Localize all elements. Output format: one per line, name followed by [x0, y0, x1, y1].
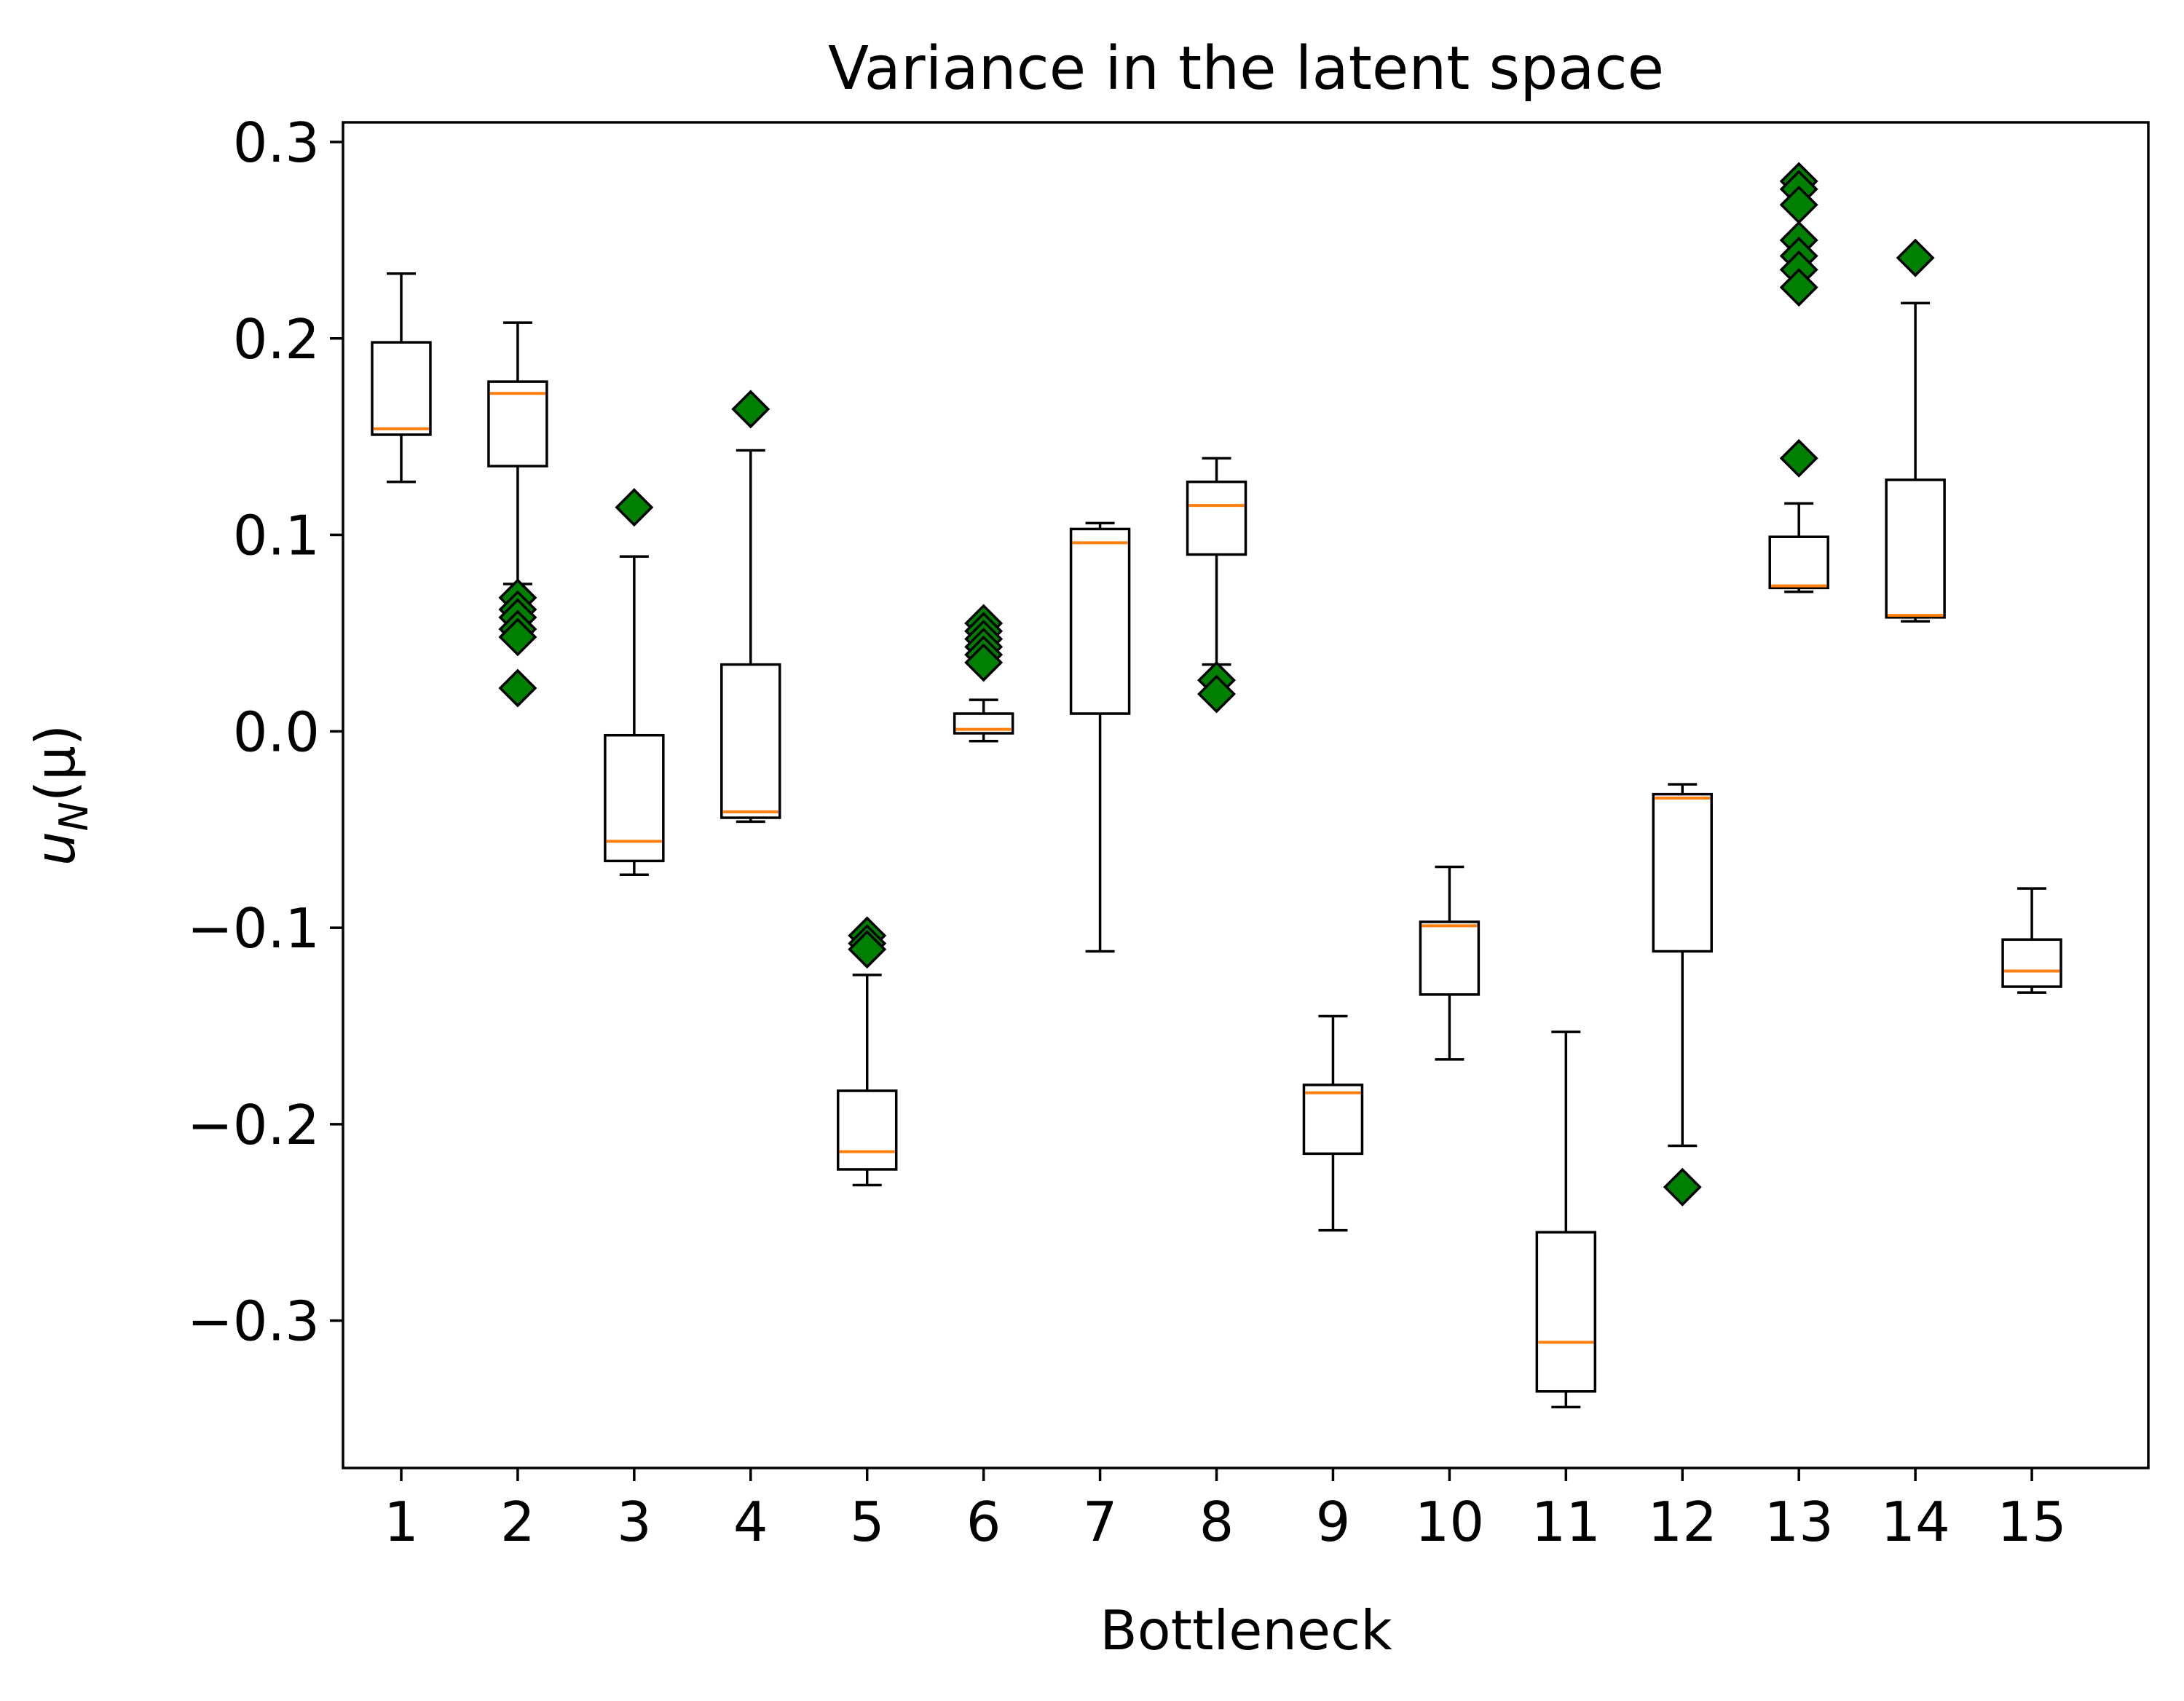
box-group-4: [720, 390, 781, 824]
x-tick-label: 9: [1316, 1490, 1351, 1554]
iqr-box: [371, 341, 432, 436]
x-tick-label: 5: [850, 1490, 885, 1554]
outlier-point: [848, 930, 887, 969]
outlier-point: [964, 643, 1004, 682]
iqr-box: [1535, 1231, 1597, 1393]
y-axis-title-rest: (μ): [23, 725, 87, 802]
box-group-10: [1419, 865, 1481, 1061]
box-group-5: [836, 916, 898, 1187]
outlier-point: [731, 390, 770, 429]
iqr-box: [487, 380, 548, 467]
outlier-point: [1779, 438, 1818, 478]
box-group-8: [1186, 457, 1247, 714]
iqr-box: [1302, 1084, 1364, 1156]
y-tick-label: 0.3: [233, 111, 320, 175]
x-axis: 1 2 3 4 5 6 7 8 9 10 11 12 13 14 15: [384, 1468, 2067, 1554]
box-group-15: [2001, 887, 2062, 994]
x-tick-label: 7: [1083, 1490, 1118, 1554]
x-tick-label: 15: [1997, 1490, 2066, 1554]
outlier-point: [498, 617, 537, 657]
y-tick-label: −0.2: [187, 1093, 320, 1157]
outlier-point: [1663, 1167, 1702, 1207]
x-axis-title: Bottleneck: [1100, 1598, 1392, 1662]
iqr-box: [720, 663, 781, 819]
plot-frame: [342, 121, 2150, 1469]
y-axis-title: uN(μ): [23, 725, 97, 866]
chart-title: Variance in the latent space: [828, 34, 1664, 103]
boxes-layer: [371, 162, 2062, 1409]
iqr-box: [1069, 527, 1131, 715]
box-group-14: [1885, 238, 1946, 623]
x-tick-label: 11: [1531, 1490, 1601, 1554]
box-group-11: [1535, 1030, 1597, 1409]
box-group-13: [1768, 162, 1829, 593]
box-group-12: [1652, 783, 1713, 1207]
y-tick-label: 0.0: [233, 700, 320, 764]
x-tick-label: 12: [1648, 1490, 1717, 1554]
box-group-7: [1069, 521, 1131, 953]
iqr-box: [1419, 920, 1481, 996]
y-axis-title-subscript: N: [51, 802, 97, 831]
box-group-2: [487, 321, 548, 708]
y-tick-label: −0.3: [187, 1290, 320, 1354]
x-tick-label: 3: [617, 1490, 652, 1554]
x-tick-label: 8: [1199, 1490, 1234, 1554]
iqr-box: [2001, 938, 2062, 988]
x-tick-label: 1: [384, 1490, 419, 1554]
plot-area: [342, 121, 2150, 1469]
x-tick-label: 14: [1880, 1490, 1950, 1554]
iqr-box: [836, 1089, 898, 1171]
y-tick-label: −0.1: [187, 896, 320, 960]
x-tick-label: 10: [1415, 1490, 1484, 1554]
outlier-point: [1197, 674, 1236, 714]
box-group-3: [604, 488, 665, 877]
outlier-point: [615, 488, 654, 527]
outlier-point: [1896, 238, 1935, 277]
outlier-point: [498, 668, 537, 708]
x-tick-label: 2: [500, 1490, 535, 1554]
iqr-box: [1652, 792, 1713, 953]
x-tick-label: 4: [733, 1490, 768, 1554]
iqr-box: [1186, 480, 1247, 556]
y-axis: 0.3 0.2 0.1 0.0 −0.1 −0.2 −0.3: [187, 111, 343, 1354]
outlier-point: [1779, 268, 1818, 307]
iqr-box: [1885, 478, 1946, 619]
x-tick-label: 13: [1764, 1490, 1833, 1554]
y-axis-title-main: u: [23, 832, 87, 867]
box-group-1: [371, 272, 432, 484]
y-tick-label: 0.1: [233, 504, 320, 568]
x-tick-label: 6: [966, 1490, 1001, 1554]
box-group-9: [1302, 1014, 1364, 1232]
y-tick-label: 0.2: [233, 307, 320, 371]
box-group-6: [953, 604, 1014, 743]
iqr-box: [1768, 535, 1829, 590]
